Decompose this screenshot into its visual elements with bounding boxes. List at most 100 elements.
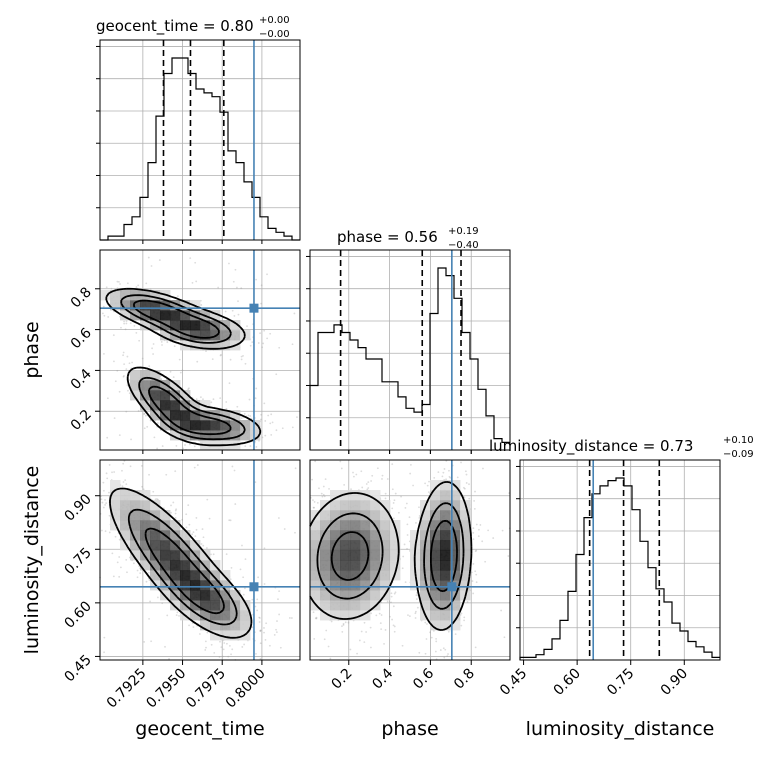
scatter-point xyxy=(158,259,161,261)
scatter-point xyxy=(400,495,402,498)
density-cell xyxy=(150,510,161,521)
scatter-point xyxy=(358,639,361,642)
scatter-point xyxy=(113,360,115,363)
scatter-point xyxy=(187,504,190,507)
density-cell xyxy=(240,600,251,611)
scatter-point xyxy=(370,480,373,482)
density-cell xyxy=(140,370,151,381)
scatter-point xyxy=(172,376,175,379)
scatter-point xyxy=(148,365,151,368)
scatter-point xyxy=(251,341,254,344)
scatter-point xyxy=(447,630,450,633)
scatter-point xyxy=(104,504,106,506)
scatter-point xyxy=(118,390,121,393)
scatter-point xyxy=(344,621,347,624)
density-cell xyxy=(210,610,221,621)
scatter-point xyxy=(222,648,225,651)
scatter-point xyxy=(210,401,213,404)
scatter-point xyxy=(383,642,385,645)
density-cell xyxy=(340,560,351,571)
density-cell xyxy=(140,560,151,571)
scatter-point xyxy=(393,499,396,502)
scatter-point xyxy=(208,517,211,520)
scatter-point xyxy=(392,624,395,627)
scatter-point xyxy=(475,523,478,526)
scatter-point xyxy=(454,633,457,635)
scatter-point xyxy=(350,488,352,491)
density-cell xyxy=(240,610,251,621)
scatter-point xyxy=(202,536,205,539)
histogram-step xyxy=(100,57,300,241)
density-cell xyxy=(430,610,441,621)
scatter-point xyxy=(352,471,354,474)
scatter-point xyxy=(263,583,266,585)
scatter-point xyxy=(258,621,261,623)
scatter-point xyxy=(434,650,437,653)
scatter-point xyxy=(126,571,128,574)
scatter-point xyxy=(267,414,270,417)
scatter-point xyxy=(103,352,105,355)
scatter-point xyxy=(392,605,395,608)
density-cell xyxy=(130,530,141,541)
scatter-point xyxy=(370,646,372,649)
scatter-point xyxy=(263,329,266,332)
scatter-point xyxy=(278,590,281,593)
scatter-point xyxy=(205,547,208,549)
scatter-point xyxy=(140,464,143,467)
scatter-point xyxy=(470,571,473,574)
scatter-point xyxy=(394,591,397,594)
scatter-point xyxy=(428,480,430,483)
scatter-point xyxy=(290,617,293,619)
scatter-point xyxy=(125,410,128,413)
scatter-point xyxy=(193,445,196,448)
scatter-point xyxy=(367,481,370,484)
scatter-point xyxy=(355,473,358,476)
scatter-point xyxy=(291,426,294,429)
density-cell xyxy=(190,420,201,431)
scatter-point xyxy=(294,531,296,534)
scatter-point xyxy=(424,482,426,485)
scatter-point xyxy=(259,332,262,335)
density-cell xyxy=(200,420,211,431)
density-cell xyxy=(210,430,221,441)
scatter-point xyxy=(161,445,164,447)
density-cell xyxy=(180,400,191,411)
histogram-step xyxy=(519,477,720,660)
scatter-point xyxy=(401,644,404,647)
scatter-point xyxy=(129,322,132,325)
scatter-point xyxy=(312,499,314,502)
density-cell xyxy=(150,520,161,531)
scatter-point xyxy=(243,643,246,646)
scatter-point xyxy=(236,286,238,289)
scatter-point xyxy=(464,470,467,473)
scatter-point xyxy=(392,502,395,504)
scatter-point xyxy=(226,642,228,645)
density-cell xyxy=(410,530,421,541)
scatter-point xyxy=(263,402,266,405)
scatter-point xyxy=(152,353,154,355)
scatter-point xyxy=(112,334,115,337)
panel-frame xyxy=(99,39,301,241)
density-cell xyxy=(220,340,231,351)
scatter-point xyxy=(176,611,179,614)
scatter-point xyxy=(152,490,155,493)
density-cell xyxy=(200,620,211,631)
scatter-point xyxy=(112,575,115,578)
scatter-point xyxy=(324,478,327,481)
density-cell xyxy=(190,540,201,551)
scatter-point xyxy=(386,600,389,603)
scatter-point xyxy=(264,638,267,641)
scatter-point xyxy=(371,474,374,477)
scatter-point xyxy=(443,656,446,659)
density-cell xyxy=(340,540,351,551)
density-cell xyxy=(200,560,211,571)
scatter-point xyxy=(143,427,146,430)
scatter-point xyxy=(313,638,316,640)
scatter-point xyxy=(281,427,284,430)
scatter-point xyxy=(174,512,177,515)
scatter-point xyxy=(121,485,124,488)
scatter-point xyxy=(240,355,243,358)
scatter-point xyxy=(456,476,459,479)
scatter-point xyxy=(475,581,478,584)
hist-panel-phase xyxy=(306,249,511,451)
